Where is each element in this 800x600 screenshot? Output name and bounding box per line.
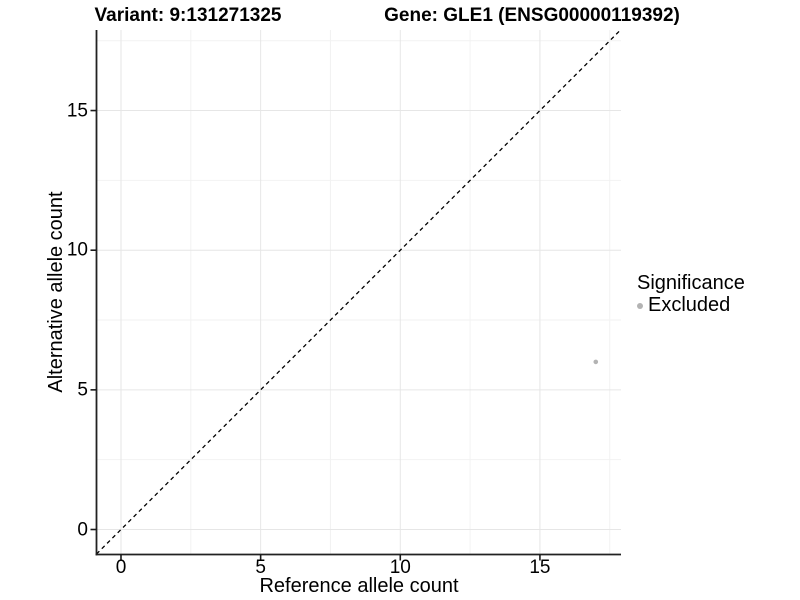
x-axis-title: Reference allele count <box>259 575 459 597</box>
identity-dashed-line <box>96 29 621 555</box>
x-tick-label: 0 <box>115 557 127 578</box>
y-tick-label: 10 <box>66 239 88 261</box>
y-tick-label: 5 <box>77 379 88 401</box>
x-tick-label: 10 <box>389 557 411 578</box>
gene-title: Gene: GLE1 (ENSG00000119392) <box>384 5 680 26</box>
y-tick-label: 0 <box>77 519 88 540</box>
excluded-point-icon <box>637 302 643 309</box>
y-axis-title: Alternative allele count <box>45 191 67 393</box>
significance-legend: Significance Excluded <box>637 272 745 316</box>
variant-title: Variant: 9:131271325 <box>94 5 282 26</box>
legend-item-label: Excluded <box>648 294 731 316</box>
data-point <box>593 359 599 365</box>
legend-title: Significance <box>637 272 745 294</box>
y-tick-label: 15 <box>66 100 88 122</box>
legend-item-excluded: Excluded <box>637 295 745 316</box>
x-tick-label: 15 <box>529 557 551 578</box>
x-tick-label: 5 <box>255 557 266 578</box>
